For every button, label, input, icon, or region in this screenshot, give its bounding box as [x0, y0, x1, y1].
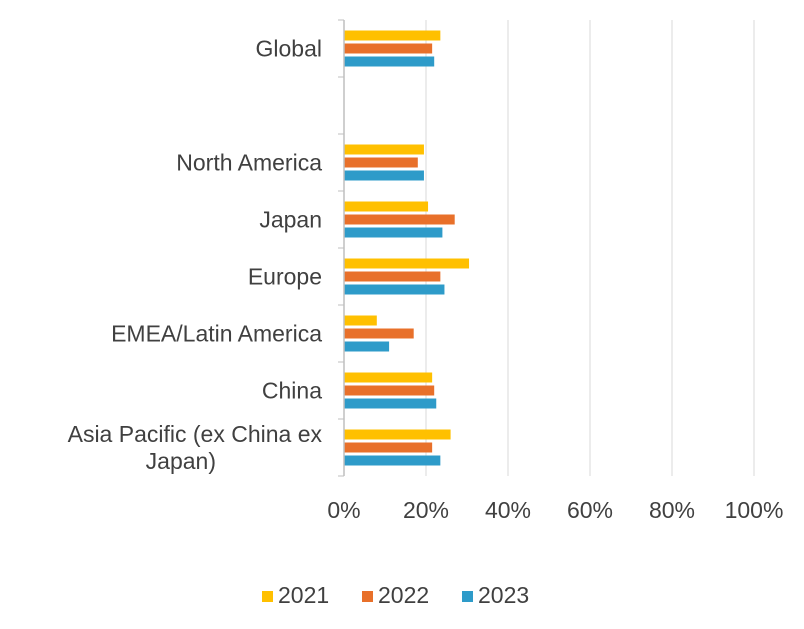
x-tick-label-0: 0% [327, 497, 360, 523]
legend-swatch-2022 [362, 591, 373, 602]
bar-north-america-2021 [344, 144, 424, 155]
legend-label-2022: 2022 [378, 582, 429, 608]
category-label-china: China [262, 378, 322, 404]
x-tick-label-20: 20% [403, 497, 449, 523]
bar-global-2021 [344, 30, 441, 41]
category-label-global: Global [256, 36, 322, 62]
bar-asia-pacific-ex-china-ex-japan-2022 [344, 442, 433, 453]
x-tick-labels: 0% 20% 40% 60% 80% 100% [327, 497, 783, 523]
bar-emea-latin-america-2021 [344, 315, 377, 326]
bar-north-america-2022 [344, 157, 418, 168]
legend-swatch-2023 [462, 591, 473, 602]
bar-japan-2022 [344, 214, 455, 225]
x-tick-label-80: 80% [649, 497, 695, 523]
category-label-north-america: North America [176, 150, 322, 176]
bar-asia-pacific-ex-china-ex-japan-2021 [344, 429, 451, 440]
category-label-europe: Europe [248, 264, 322, 290]
bar-global-2023 [344, 56, 435, 67]
bar-europe-2021 [344, 258, 470, 269]
bar-north-america-2023 [344, 170, 424, 181]
bar-japan-2023 [344, 227, 443, 238]
legend-swatch-2021 [262, 591, 273, 602]
category-label-emea-latin-america: EMEA/Latin America [111, 321, 322, 347]
legend: 2021 2022 2023 [262, 582, 529, 608]
category-labels: Global North America Japan Europe EMEA/Latin… [68, 36, 323, 475]
bars [344, 30, 470, 466]
bar-japan-2021 [344, 201, 429, 212]
bar-china-2021 [344, 372, 433, 383]
legend-label-2021: 2021 [278, 582, 329, 608]
bar-china-2022 [344, 385, 435, 396]
bar-emea-latin-america-2023 [344, 341, 390, 352]
bar-europe-2023 [344, 284, 445, 295]
gridlines [425, 20, 755, 476]
legend-label-2023: 2023 [478, 582, 529, 608]
category-label-japan: Japan [259, 207, 322, 233]
bar-europe-2022 [344, 271, 441, 282]
x-tick-label-60: 60% [567, 497, 613, 523]
bar-asia-pacific-ex-china-ex-japan-2023 [344, 455, 441, 466]
bar-global-2022 [344, 43, 433, 54]
x-tick-label-40: 40% [485, 497, 531, 523]
x-tick-label-100: 100% [725, 497, 784, 523]
bar-china-2023 [344, 398, 437, 409]
bar-emea-latin-america-2022 [344, 328, 414, 339]
category-label-asia-pacific-ex-china-ex-japan-line-1: Asia Pacific (ex China ex [68, 421, 323, 447]
axes [338, 19, 345, 477]
category-label-asia-pacific-ex-china-ex-japan-line-2: Japan) [146, 448, 216, 474]
